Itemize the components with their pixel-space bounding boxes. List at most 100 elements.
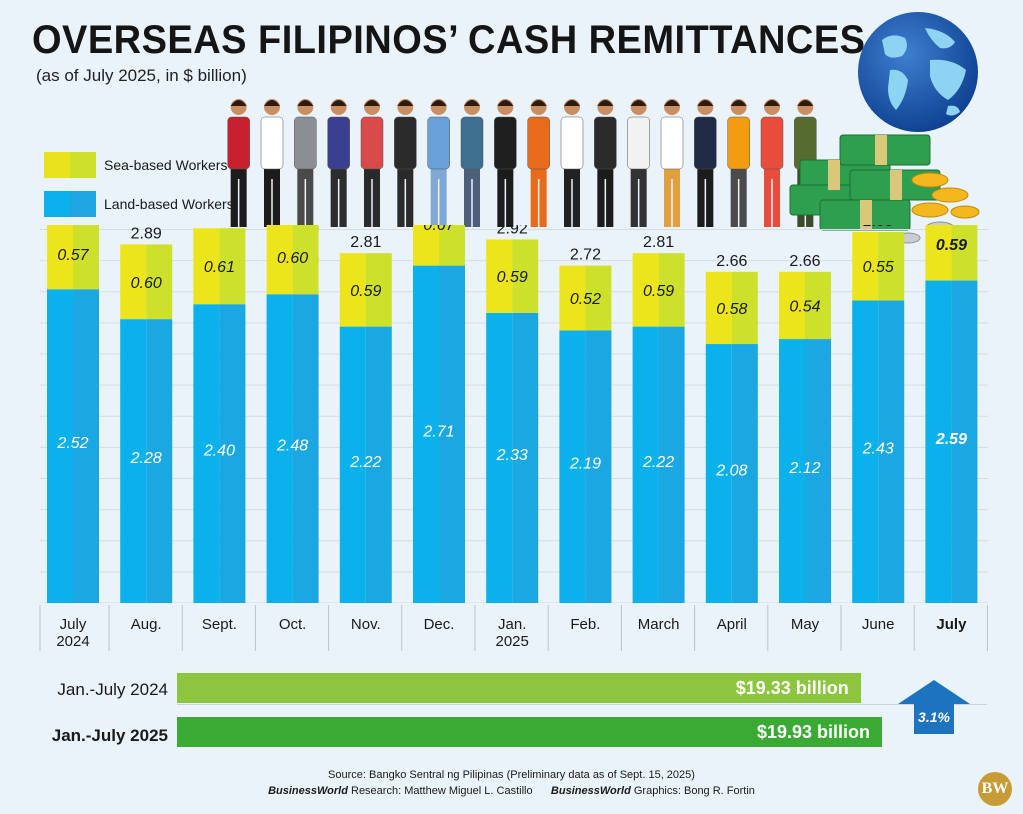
bar-land (705, 344, 732, 603)
bar-land-shade (439, 265, 465, 603)
bar-land-shade (878, 300, 905, 603)
bar-land-shade (219, 304, 246, 603)
increase-percent-label: 3.1% (918, 709, 950, 725)
land-value-label: 2.12 (788, 460, 820, 477)
category-label: 2024 (56, 633, 89, 650)
bar-sea (559, 265, 586, 331)
sea-value-label: 0.59 (497, 269, 528, 286)
land-value-label: 2.40 (203, 443, 235, 460)
bar-land (339, 326, 366, 603)
worker-figure (627, 99, 650, 227)
globe-icon (858, 12, 978, 132)
sea-value-label: 0.57 (57, 247, 89, 264)
land-value-label: 2.08 (715, 463, 747, 480)
sea-value-label: 0.59 (936, 237, 967, 254)
worker-figure (560, 99, 584, 227)
bar-sea (779, 271, 805, 340)
summary-2025-label: Jan.-July 2025 (51, 726, 168, 745)
summary-2024-value: $19.33 billion (735, 678, 849, 698)
bar-land (486, 312, 513, 603)
worker-figure (294, 99, 317, 227)
category-label: July (60, 616, 87, 633)
land-value-label: 2.33 (496, 447, 528, 464)
x-axis-band (40, 603, 988, 655)
bar-land-shade (951, 280, 978, 603)
land-value-label: 2.43 (862, 441, 894, 458)
legend-sea-label: Sea-based Workers (104, 157, 228, 173)
land-value-label: 2.52 (56, 435, 88, 452)
bar-sea-shade (512, 239, 539, 313)
bar-land-shade (365, 326, 392, 603)
bar-land (779, 339, 805, 603)
worker-figure (727, 99, 750, 227)
legend-land-label: Land-based Workers (104, 196, 234, 212)
worker-figure (527, 99, 550, 227)
bar-land (925, 280, 952, 603)
sea-value-label: 0.58 (716, 301, 747, 318)
credits-line: BusinessWorld Research: Matthew Miguel L… (0, 785, 1023, 797)
page-title: OVERSEAS FILIPINOS’ CASH REMITTANCES (32, 18, 866, 62)
source-line: Source: Bangko Sentral ng Pilipinas (Pre… (0, 769, 1023, 781)
source-text: Bangko Sentral ng Pilipinas (Preliminary… (369, 769, 695, 781)
bar-land (47, 289, 73, 603)
bar-sea-shade (658, 253, 685, 327)
land-value-label: 2.48 (276, 438, 308, 455)
bar-sea-shade (365, 253, 392, 327)
bar-land-shade (512, 312, 539, 603)
workers-illustration (227, 99, 817, 227)
summary-2025-value: $19.93 billion (756, 722, 870, 742)
category-label: Feb. (570, 616, 600, 633)
bar-land (193, 304, 220, 603)
land-value-label: 2.22 (642, 454, 674, 471)
bar-sea-shade (951, 225, 978, 281)
worker-figure (427, 99, 450, 227)
bar-sea (925, 225, 952, 281)
total-value-label: 2.72 (570, 247, 601, 264)
bar-land-shade (73, 289, 99, 603)
total-value-label: 2.81 (643, 234, 674, 251)
bar-land (852, 300, 879, 603)
sea-value-label: 0.59 (643, 283, 674, 300)
summary-2024-bar: $19.33 billion (177, 673, 861, 703)
sea-value-label: 0.60 (277, 250, 308, 267)
sea-value-label: 0.67 (423, 225, 455, 234)
total-value-label: 2.92 (497, 225, 528, 237)
total-value-label: 2.66 (716, 253, 747, 270)
summary-2024-label: Jan.-July 2024 (57, 680, 168, 699)
worker-figure (360, 99, 384, 227)
summary-divider (177, 704, 987, 705)
bar-land-shade (658, 326, 685, 603)
category-label: June (862, 616, 895, 633)
bar-land-shade (731, 344, 758, 603)
increase-arrow-icon: 3.1% (898, 680, 970, 734)
sea-value-label: 0.55 (863, 259, 894, 276)
page-subtitle: (as of July 2025, in $ billion) (36, 66, 247, 85)
worker-figure (594, 99, 617, 227)
worker-figure (660, 99, 684, 227)
category-label: Jan. (498, 616, 526, 633)
sea-value-label: 0.52 (570, 291, 601, 308)
category-label: Sept. (202, 616, 237, 633)
bar-sea (852, 231, 879, 301)
worker-figure (694, 99, 717, 227)
graphics-brand: BusinessWorld (550, 785, 631, 797)
bar-sea-shade (73, 225, 99, 290)
bar-sea (632, 253, 659, 327)
legend-land-swatch (44, 191, 96, 217)
bar-land (632, 326, 659, 603)
sea-value-label: 0.54 (789, 298, 820, 315)
category-label: July (936, 616, 967, 633)
bar-sea-shade (219, 228, 246, 305)
total-value-label: 2.66 (789, 253, 820, 270)
worker-figure (260, 99, 284, 227)
bar-sea (413, 225, 439, 266)
bar-land-shade (585, 330, 612, 603)
bar-land (120, 319, 147, 603)
worker-figure (760, 99, 784, 227)
total-value-label: 3.01 (204, 225, 235, 226)
research-brand: BusinessWorld (268, 785, 348, 797)
bar-land-shade (146, 319, 173, 603)
sea-value-label: 0.59 (350, 283, 381, 300)
bar-land (413, 265, 439, 603)
bar-sea-shade (805, 271, 831, 340)
